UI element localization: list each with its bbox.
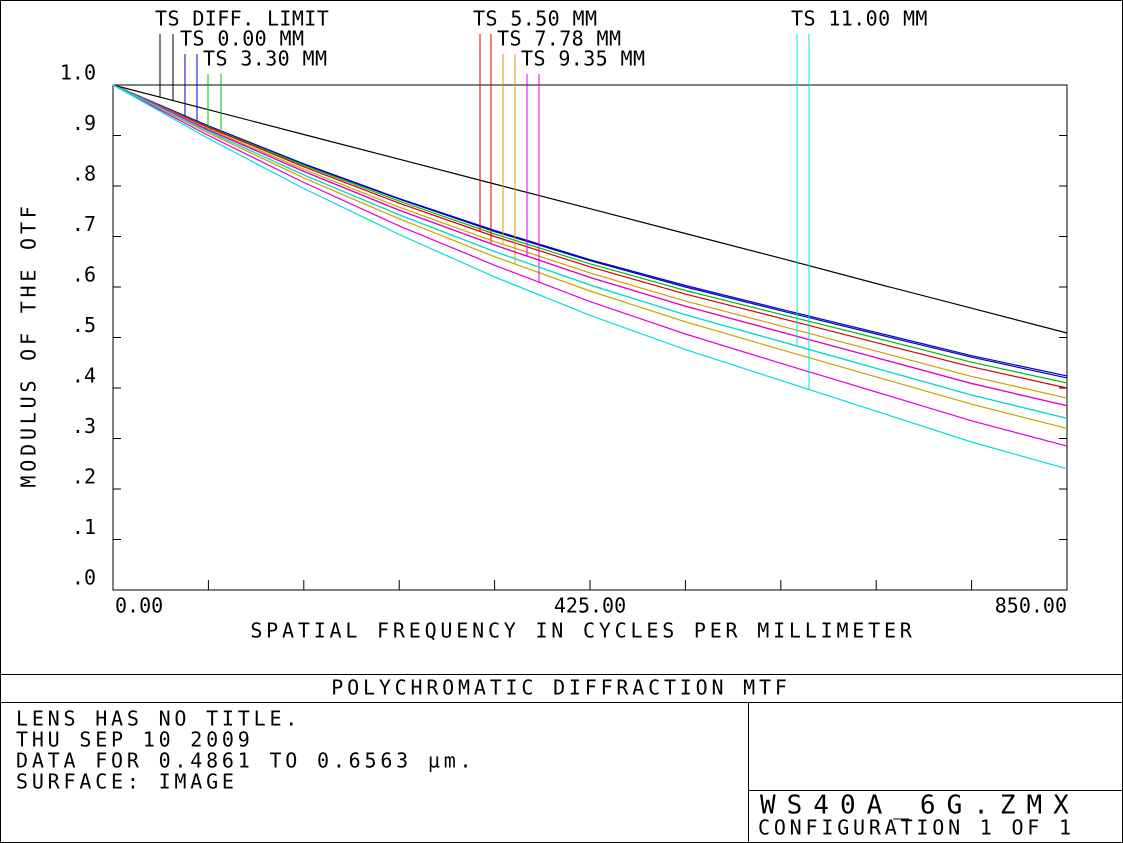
y-tick-label: .7 <box>72 212 96 236</box>
x-axis-label: SPATIAL FREQUENCY IN CYCLES PER MILLIMET… <box>250 619 915 643</box>
mtf-curve <box>112 84 1068 470</box>
y-tick-label: .3 <box>72 414 96 438</box>
y-tick-label: .1 <box>72 515 96 539</box>
mtf-curve <box>112 84 1068 407</box>
x-tick-label: 425.00 <box>554 594 626 618</box>
legend-label: TS 9.35 MM <box>521 47 645 71</box>
mtf-curve <box>112 84 1068 384</box>
info-line: SURFACE: IMAGE <box>16 770 238 794</box>
chart-title: POLYCHROMATIC DIFFRACTION MTF <box>331 676 790 700</box>
y-tick-label: .0 <box>72 566 96 590</box>
mtf-curve <box>112 84 1068 379</box>
x-tick-label: 850.00 <box>995 594 1067 618</box>
mtf-curve <box>112 84 1068 419</box>
info-line: DATA FOR 0.4861 TO 0.6563 µm. <box>16 749 475 773</box>
y-tick-label: .8 <box>72 162 96 186</box>
y-tick-label: 1.0 <box>60 61 96 85</box>
y-tick-label: .5 <box>72 313 96 337</box>
legend-label: TS 5.50 MM <box>473 7 597 31</box>
mtf-curve <box>112 84 1068 334</box>
configuration: CONFIGURATION 1 OF 1 <box>758 816 1075 840</box>
mtf-curve <box>112 84 1068 407</box>
info-line: LENS HAS NO TITLE. <box>16 707 301 731</box>
x-tick-label: 0.00 <box>115 594 163 618</box>
mtf-curve <box>112 84 1068 419</box>
legend-label: TS DIFF. LIMIT <box>155 7 329 31</box>
mtf-curve <box>112 84 1068 389</box>
mtf-curve <box>112 84 1068 429</box>
mtf-curve <box>112 84 1068 399</box>
y-tick-label: .6 <box>72 263 96 287</box>
y-tick-label: .9 <box>72 111 96 135</box>
mtf-curve <box>112 84 1068 377</box>
mtf-curve <box>112 84 1068 447</box>
y-axis-label: MODULUS OF THE OTF <box>17 202 41 487</box>
plot-frame <box>112 84 1068 591</box>
legend-label: TS 7.78 MM <box>497 27 621 51</box>
info-line: THU SEP 10 2009 <box>16 728 254 752</box>
legend-label: TS 0.00 MM <box>180 27 304 51</box>
y-tick-label: .4 <box>72 364 96 388</box>
legend-label: TS 3.30 MM <box>203 47 327 71</box>
file-name: WS40A_6G.ZMX <box>760 791 1080 821</box>
y-tick-label: .2 <box>72 465 96 489</box>
legend-label: TS 11.00 MM <box>791 7 928 31</box>
